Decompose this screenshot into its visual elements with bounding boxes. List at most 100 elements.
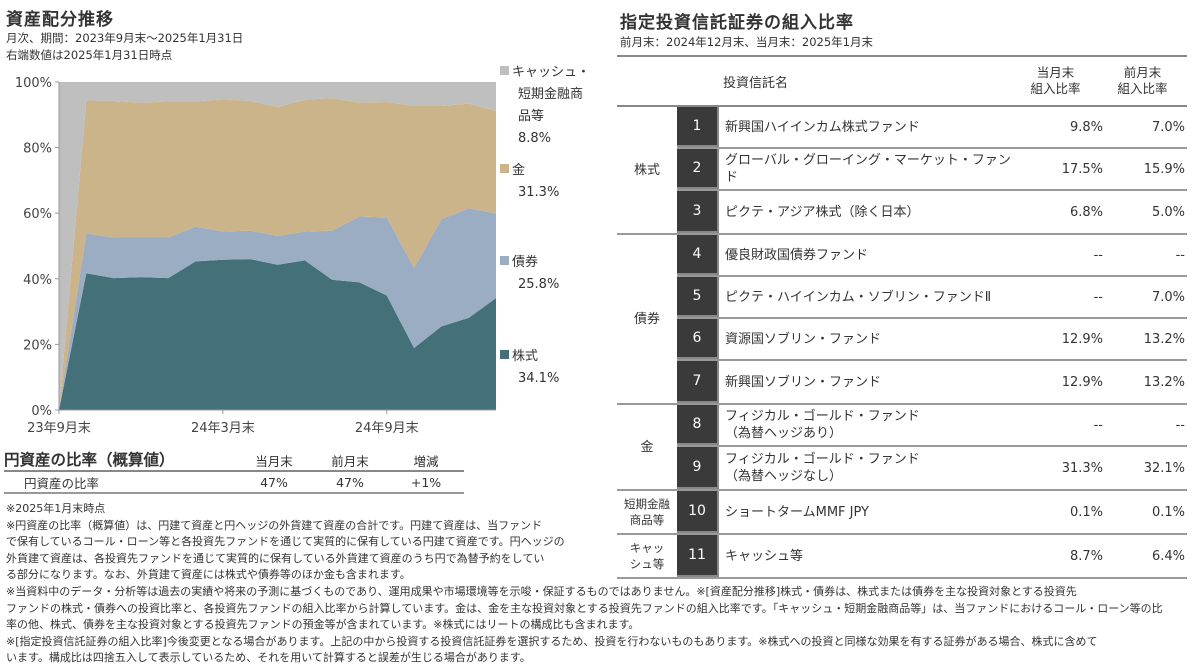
prev-ratio: -- [1175, 247, 1185, 263]
x-tick-label: 24年9月末 [355, 421, 419, 436]
yen-prev-value: 47% [336, 474, 364, 490]
table-row: 3 ピクテ・アジア株式（除く日本） 6.8% 5.0% [677, 191, 1187, 233]
legend-item: 株式 34.1% [500, 346, 559, 390]
table-row: 円資産の比率 47% 47% +1% [4, 472, 464, 494]
allocation-period: 月次、期間：2023年9月末～2025年1月31日 [6, 31, 244, 45]
y-tick-label: 40% [23, 273, 52, 288]
legend-label: キャッシュ・ [500, 62, 590, 84]
col-current: 当月末 [255, 454, 293, 469]
fund-number: 6 [677, 319, 717, 359]
y-tick-label: 60% [23, 207, 52, 222]
current-ratio: 8.7% [1069, 548, 1103, 564]
current-ratio: 12.9% [1061, 331, 1103, 347]
holdings-subtitle: 前月末：2024年12月末、当月末：2025年1月末 [620, 35, 873, 49]
note-line: ※2025年1月末時点 [6, 502, 106, 515]
col-fund-name: 投資信託名 [723, 75, 789, 91]
note-line: います。構成比は四捨五入して表示しているため、それを用いて計算すると誤差が生じる… [6, 651, 531, 664]
y-tick-label: 100% [15, 76, 52, 91]
fund-number: 4 [677, 235, 717, 275]
col-current-line2: 組入比率 [1030, 81, 1081, 96]
asset-group: 債券 4 優良財政国債券ファンド -- -- 5 ピクテ・ハイインカム・ソブリン・ファンドⅡ… [617, 235, 1187, 405]
col-prev-line1: 前月末 [1123, 65, 1162, 80]
col-prev-line2: 組入比率 [1117, 81, 1168, 96]
yen-notes: ※2025年1月末時点 ※円資産の比率（概算値）は、円建て資産と円ヘッジの外貨建… [6, 501, 565, 584]
fund-name: フィジカル・ゴールド・ファンド （為替ヘッジなし） [717, 447, 1023, 489]
y-tick-label: 0% [31, 404, 52, 419]
x-tick-label: 24年3月末 [191, 421, 255, 436]
note-line: ※円資産の比率（概算値）は、円建て資産と円ヘッジの外貨建て資産の合計です。円建て… [6, 518, 543, 532]
legend-item: 債券 25.8% [500, 252, 559, 296]
prev-ratio: 7.0% [1151, 289, 1185, 305]
yen-change-value: +1% [410, 474, 442, 490]
note-line: 外貨建て資産は、各投資先ファンドを通じて実質的に保有している外貨建て資産のうち円… [6, 551, 545, 565]
table-row: 11 キャッシュ等 8.7% 6.4% [677, 535, 1187, 577]
fund-number: 11 [677, 535, 717, 577]
table-row: 9 フィジカル・ゴールド・ファンド （為替ヘッジなし） 31.3% 32.1% [677, 447, 1187, 489]
current-ratio: 12.9% [1061, 374, 1103, 390]
legend-item: キャッシュ・ 短期金融商 品等 8.8% [500, 62, 590, 150]
prev-ratio: 13.2% [1143, 374, 1185, 390]
legend-label: 株式 [500, 346, 559, 368]
fund-name: ピクテ・アジア株式（除く日本） [717, 191, 1023, 233]
fund-number: 5 [677, 277, 717, 317]
prev-ratio: 6.4% [1151, 548, 1185, 564]
area-series-2 [59, 98, 496, 411]
col-current-ratio: 当月末 組入比率 [1012, 65, 1099, 97]
asset-group: 株式 1 新興国ハイインカム株式ファンド 9.8% 7.0% 2 グローバル・グローイング・… [617, 107, 1187, 235]
note-line: 率の他、株式、債券を主な投資対象とする投資先ファンドの預金等が含まれています。※… [6, 618, 640, 631]
asset-allocation-chart: 0% 20% 40% 60% 80% 100% 23年9月末 24年3月末 24年9月末 [15, 76, 496, 436]
y-tick-label: 80% [23, 142, 52, 157]
area-series-1 [59, 208, 496, 410]
fund-number: 3 [677, 191, 717, 233]
area-series-0 [59, 259, 496, 410]
legend-item: 金 31.3% [500, 160, 559, 204]
note-line: で保有しているコール・ローン等と各投資先ファンドを通じて実質的に保有している円建… [6, 535, 565, 548]
legend-label: 債券 [500, 252, 559, 274]
fund-name: キャッシュ等 [717, 535, 1023, 577]
legend-label: 金 [500, 160, 559, 182]
holdings-table-header: 投資信託名 当月末 組入比率 前月末 組入比率 [617, 55, 1187, 107]
fund-name: 資源国ソブリン・ファンド [717, 319, 1023, 359]
current-ratio: 6.8% [1069, 204, 1103, 220]
legend-value: 34.1% [518, 371, 560, 386]
y-tick-label: 20% [23, 338, 52, 353]
x-tick-label: 23年9月末 [27, 421, 91, 436]
table-row: 6 資源国ソブリン・ファンド 12.9% 13.2% [677, 319, 1187, 361]
yen-ratio-table: 円資産の比率（概算値） 当月末 前月末 増減 円資産の比率 47% 47% +1… [4, 450, 464, 494]
group-label: キャッ シュ等 [629, 541, 665, 571]
holdings-table-body: 株式 1 新興国ハイインカム株式ファンド 9.8% 7.0% 2 グローバル・グローイング・… [617, 107, 1187, 579]
note-line: ※[指定投資信託証券の組入比率]今後変更となる場合があります。上記の中から投資す… [6, 634, 1098, 648]
allocation-title: 資産配分推移 [6, 10, 114, 30]
prev-ratio: 7.0% [1151, 119, 1185, 135]
col-prev-ratio: 前月末 組入比率 [1099, 65, 1186, 97]
prev-ratio: 13.2% [1143, 331, 1185, 347]
prev-ratio: 0.1% [1151, 504, 1185, 520]
fund-number: 7 [677, 361, 717, 403]
asset-group: 金 8 フィジカル・ゴールド・ファンド （為替ヘッジあり） -- -- 9 フィジカル・ゴール… [617, 405, 1187, 491]
fund-name: 新興国ハイインカム株式ファンド [717, 107, 1023, 147]
yen-table-header: 円資産の比率（概算値） 当月末 前月末 増減 [4, 450, 464, 472]
yen-current-value: 47% [260, 474, 288, 490]
yen-table-title: 円資産の比率（概算値） [4, 451, 175, 469]
current-ratio: -- [1093, 417, 1103, 433]
yen-row-label: 円資産の比率 [24, 475, 100, 491]
table-row: 8 フィジカル・ゴールド・ファンド （為替ヘッジあり） -- -- [677, 405, 1187, 447]
current-ratio: 17.5% [1061, 161, 1103, 177]
current-ratio: 31.3% [1061, 460, 1103, 476]
legend-swatch [500, 66, 509, 75]
prev-ratio: 5.0% [1151, 204, 1185, 220]
table-row: 10 ショートタームMMF JPY 0.1% 0.1% [677, 491, 1187, 533]
current-ratio: -- [1093, 289, 1103, 305]
fund-name: ピクテ・ハイインカム・ソブリン・ファンドⅡ [717, 277, 1023, 317]
table-row: 2 グローバル・グローイング・マーケット・ファンド 17.5% 15.9% [677, 149, 1187, 191]
table-row: 1 新興国ハイインカム株式ファンド 9.8% 7.0% [677, 107, 1187, 149]
col-current-line1: 当月末 [1036, 65, 1075, 80]
col-prev: 前月末 [331, 454, 369, 469]
legend-value: 31.3% [518, 185, 560, 200]
legend-swatch [500, 164, 509, 173]
fund-name: 新興国ソブリン・ファンド [717, 361, 1023, 403]
group-label: 債券 [633, 311, 660, 327]
allocation-note: 右端数値は2025年1月31日時点 [6, 48, 173, 62]
fund-number: 10 [677, 491, 717, 533]
prev-ratio: -- [1175, 417, 1185, 433]
